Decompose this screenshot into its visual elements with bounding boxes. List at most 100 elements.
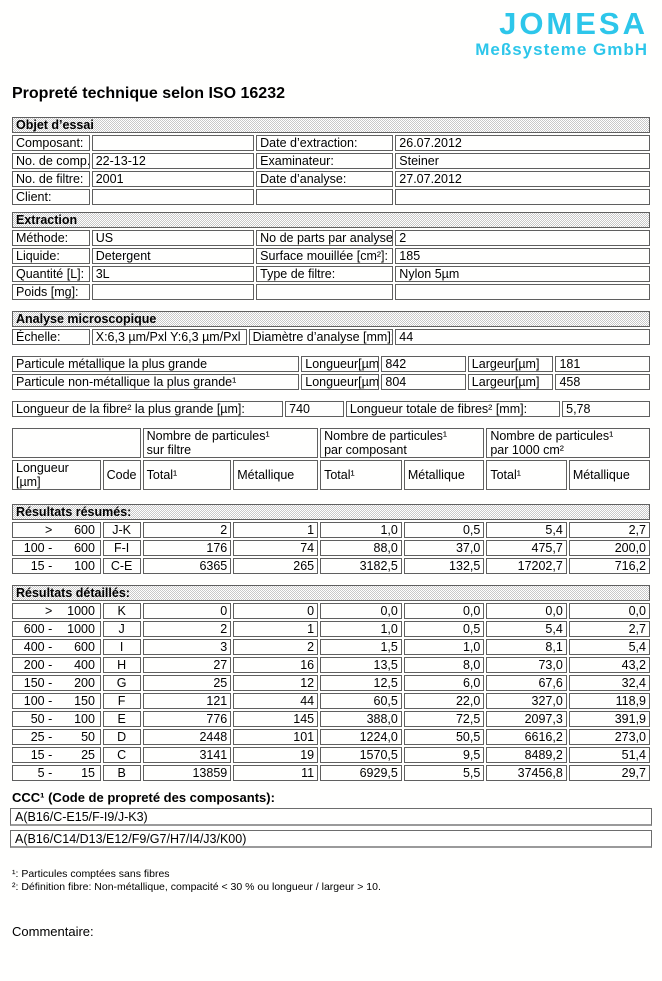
detailed-result-row: 50 -100 E 776 145 388,0 72,5 2097,3 391,… [12,711,650,727]
filter-total-cell: 121 [142,693,232,709]
field-row: No. de comp.: 22-13-12 Examinateur: Stei… [12,153,650,169]
fibre-total-value: 5,78 [562,401,650,417]
filter-metallic-cell: 2 [233,639,319,655]
field-value: 2 [395,230,650,246]
component-total-cell: 6929,5 [320,765,402,781]
field-value: 2001 [91,171,255,187]
footnote-2: ²: Définition fibre: Non-métallique, com… [12,881,381,893]
summary-result-row: >600 J-K 2 1 1,0 0,5 5,4 2,7 [12,522,650,538]
comment-label: Commentaire: [12,924,94,939]
field-value [91,135,255,151]
area-total-cell: 6616,2 [486,729,567,745]
area-total-cell: 327,0 [486,693,567,709]
column-header-line2: [µm] [16,475,41,489]
field-value: US [91,230,255,246]
field-value: Nylon 5µm [395,266,650,282]
filter-total-cell: 2448 [142,729,232,745]
length-value: 804 [381,374,466,390]
ccc-code-line-1: A(B16/C-E15/F-I9/J-K3) [10,808,652,826]
area-total-cell: 73,0 [486,657,567,673]
filter-metallic-cell: 12 [233,675,319,691]
filter-metallic-cell: 0 [233,603,319,619]
field-value: 27.07.2012 [395,171,650,187]
column-header-length: Longueur [µm] [12,460,101,490]
component-total-cell: 13,5 [320,657,402,673]
scale-value: X:6,3 µm/Pxl Y:6,3 µm/Pxl [91,329,247,345]
area-total-cell: 8489,2 [486,747,567,763]
filter-total-cell: 2 [142,522,232,538]
particle-label: Particule non-métallique la plus grande¹ [12,374,300,390]
code-cell: B [102,765,141,781]
field-label: Diamètre d’analyse [mm]: [248,329,394,345]
report-title: Propreté technique selon ISO 16232 [12,85,285,102]
component-metallic-cell: 0,5 [403,522,485,538]
size-range-cell: 400 -600 [12,639,101,655]
component-metallic-cell: 6,0 [403,675,485,691]
summary-result-row: 15 -100 C-E 6365 265 3182,5 132,5 17202,… [12,558,650,574]
summary-result-row: 100 -600 F-I 176 74 88,0 37,0 475,7 200,… [12,540,650,556]
area-metallic-cell: 51,4 [568,747,650,763]
particle-count-header-table: Nombre de particules¹ sur filtre Nombre … [10,426,652,492]
section-header-row: Objet d’essai [12,117,650,133]
field-row: No. de filtre: 2001 Date d’analyse: 27.0… [12,171,650,187]
area-metallic-cell: 118,9 [568,693,650,709]
filter-metallic-cell: 1 [233,522,319,538]
filter-metallic-cell: 101 [233,729,319,745]
size-range-cell: 15 -25 [12,747,101,763]
filter-total-cell: 0 [142,603,232,619]
detailed-result-row: 150 -200 G 25 12 12,5 6,0 67,6 32,4 [12,675,650,691]
component-metallic-cell: 0,5 [403,621,485,637]
filter-total-cell: 6365 [142,558,232,574]
detailed-result-row: >1000 K 0 0 0,0 0,0 0,0 0,0 [12,603,650,619]
component-metallic-cell: 37,0 [403,540,485,556]
size-range-cell: >600 [12,522,101,538]
component-metallic-cell: 22,0 [403,693,485,709]
particle-label: Particule métallique la plus grande [12,356,300,372]
code-cell: I [102,639,141,655]
fibre-row: Longueur de la fibre² la plus grande [µm… [12,401,650,417]
area-metallic-cell: 43,2 [568,657,650,673]
field-label: No. de filtre: [12,171,90,187]
column-header-total: Total¹ [142,460,232,490]
filter-metallic-cell: 265 [233,558,319,574]
filter-metallic-cell: 44 [233,693,319,709]
code-cell: J-K [102,522,141,538]
field-label: Type de filtre: [256,266,394,282]
code-cell: C [102,747,141,763]
area-metallic-cell: 0,0 [568,603,650,619]
area-metallic-cell: 29,7 [568,765,650,781]
filter-total-cell: 3141 [142,747,232,763]
width-label: Largeur[µm] [467,356,554,372]
field-row: Client: [12,189,650,205]
group-header-line2: par 1000 cm² [490,443,564,457]
field-row: Composant: Date d’extraction: 26.07.2012 [12,135,650,151]
footnote-1: ¹: Particules comptées sans fibres [12,868,170,880]
analyse-table: Analyse microscopique Échelle: X:6,3 µm/… [10,309,652,347]
filter-metallic-cell: 1 [233,621,319,637]
component-total-cell: 88,0 [320,540,402,556]
width-value: 181 [555,356,650,372]
width-label: Largeur[µm] [467,374,554,390]
area-metallic-cell: 5,4 [568,639,650,655]
filter-total-cell: 776 [142,711,232,727]
field-row: Liquide: Detergent Surface mouillée [cm²… [12,248,650,264]
field-row: Méthode: US No de parts par analyse: 2 [12,230,650,246]
filter-total-cell: 2 [142,621,232,637]
field-label: Date d’extraction: [256,135,394,151]
component-metallic-cell: 50,5 [403,729,485,745]
field-label: Poids [mg]: [12,284,90,300]
code-cell: K [102,603,141,619]
column-header-metallic: Métallique [403,460,485,490]
field-label [256,189,394,205]
field-value [395,189,650,205]
length-value: 842 [381,356,466,372]
area-metallic-cell: 716,2 [568,558,650,574]
fibre-length-value: 740 [285,401,344,417]
field-value: 26.07.2012 [395,135,650,151]
group-header-line1: Nombre de particules¹ [490,429,614,443]
area-total-cell: 5,4 [486,522,567,538]
ccc-code-line-2: A(B16/C14/D13/E12/F9/G7/H7/I4/J3/K00) [10,830,652,848]
field-value: 22-13-12 [91,153,255,169]
field-row: Échelle: X:6,3 µm/Pxl Y:6,3 µm/Pxl Diamè… [12,329,650,345]
detailed-result-row: 400 -600 I 3 2 1,5 1,0 8,1 5,4 [12,639,650,655]
